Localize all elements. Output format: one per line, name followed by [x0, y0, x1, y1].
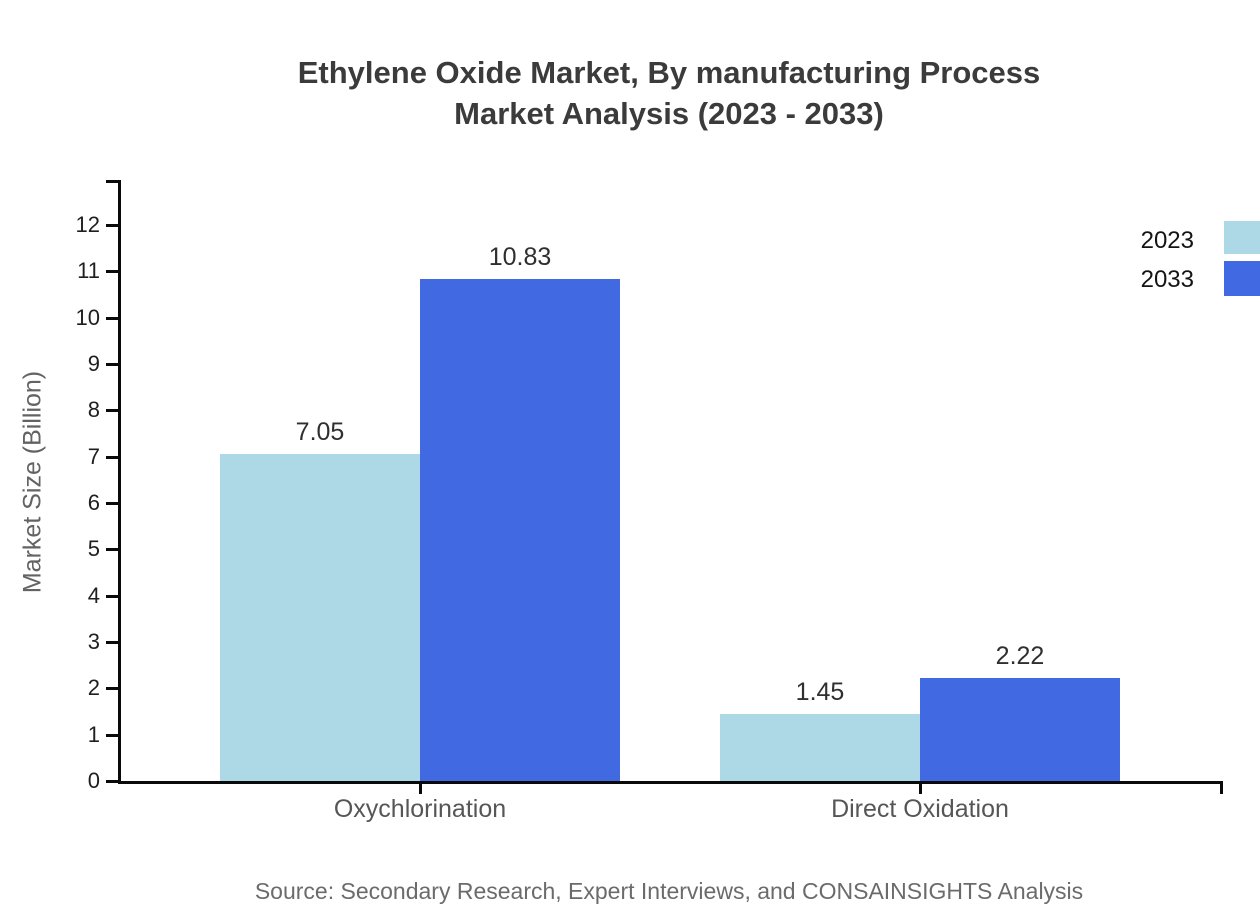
y-axis-spine [118, 180, 121, 784]
chart-title-line-1: Ethylene Oxide Market, By manufacturing … [297, 55, 1041, 90]
chart-title: Ethylene Oxide Market, By manufacturing … [298, 52, 1041, 134]
y-tick-label: 12 [75, 212, 100, 238]
y-axis-tick [106, 455, 118, 459]
y-tick-label: 11 [77, 258, 100, 284]
y-axis-tick [106, 780, 118, 783]
y-tick-label: 6 [87, 490, 100, 516]
y-tick-label: 9 [87, 351, 100, 377]
bar-value-label: 2.22 [995, 642, 1045, 671]
y-axis-tick [106, 548, 118, 552]
source-note: Source: Secondary Research, Expert Inter… [254, 878, 1084, 904]
y-axis-tick [106, 363, 118, 367]
bar-2023-oxychlorination [220, 454, 420, 781]
category-label: Direct Oxidation [831, 795, 1009, 823]
bar-value-label: 1.45 [795, 677, 845, 706]
y-axis-tick [106, 502, 118, 506]
y-tick-label: 3 [87, 629, 100, 654]
y-tick-label: 1 [87, 721, 100, 747]
bar-value-label: 10.83 [488, 243, 552, 272]
legend-swatch-2033 [1224, 261, 1260, 296]
y-axis-end-cap [106, 180, 118, 183]
x-axis-tick [919, 781, 922, 794]
y-axis-tick [106, 316, 118, 320]
legend-label-2033: 2033 [1140, 266, 1194, 293]
y-tick-label: 5 [87, 536, 100, 562]
y-tick-label: 0 [87, 768, 100, 793]
legend-swatch-2023 [1224, 221, 1260, 254]
y-axis-tick [106, 687, 118, 691]
y-axis-tick [106, 224, 118, 228]
x-axis-spine [118, 781, 1223, 784]
y-axis-tick [106, 409, 118, 413]
y-tick-label: 8 [87, 397, 100, 423]
bar-2023-direct-oxidation [720, 713, 920, 781]
y-tick-label: 7 [87, 443, 100, 469]
y-tick-label: 2 [87, 675, 100, 701]
legend-label-2023: 2023 [1140, 227, 1194, 254]
bar-value-label: 7.05 [295, 418, 345, 447]
category-label: Oxychlorination [333, 795, 507, 823]
y-axis-tick [106, 641, 118, 644]
x-axis-end-cap [1220, 781, 1223, 794]
y-axis-tick [106, 270, 118, 274]
y-tick-label: 10 [75, 304, 100, 330]
bar-2033-direct-oxidation [920, 678, 1120, 781]
y-tick-label: 4 [87, 582, 100, 608]
bar-2033-oxychlorination [420, 279, 620, 781]
y-axis-tick [106, 733, 118, 737]
chart-title-line-2: Market Analysis (2023 - 2033) [454, 96, 884, 131]
y-axis-tick [106, 594, 118, 598]
x-axis-tick [419, 781, 422, 794]
